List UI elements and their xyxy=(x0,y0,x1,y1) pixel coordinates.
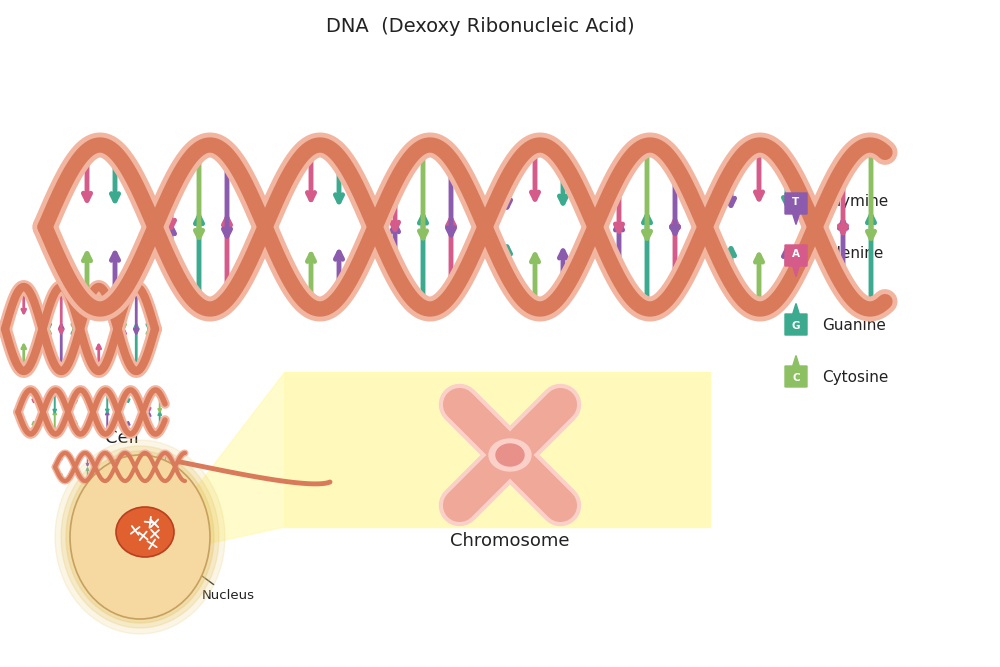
Text: C: C xyxy=(792,373,800,383)
Polygon shape xyxy=(785,193,807,225)
Polygon shape xyxy=(785,303,807,335)
Ellipse shape xyxy=(116,507,174,557)
Text: T: T xyxy=(792,197,800,207)
Ellipse shape xyxy=(66,451,214,623)
Ellipse shape xyxy=(489,439,531,471)
Text: Thymine: Thymine xyxy=(822,195,888,209)
Polygon shape xyxy=(170,372,285,552)
Ellipse shape xyxy=(70,455,210,619)
Ellipse shape xyxy=(496,444,524,466)
Ellipse shape xyxy=(61,446,219,628)
Text: A: A xyxy=(792,249,800,259)
Polygon shape xyxy=(285,372,710,527)
Text: Guanine: Guanine xyxy=(822,319,886,334)
Text: Chromosome: Chromosome xyxy=(450,532,570,550)
Text: Cytosine: Cytosine xyxy=(822,370,888,386)
Text: Cell: Cell xyxy=(105,429,139,447)
Text: Nucleus: Nucleus xyxy=(162,547,255,602)
Ellipse shape xyxy=(55,440,225,634)
Text: DNA  (Dexoxy Ribonucleic Acid): DNA (Dexoxy Ribonucleic Acid) xyxy=(326,17,634,36)
Text: Adenine: Adenine xyxy=(822,247,884,261)
Polygon shape xyxy=(785,356,807,387)
Text: G: G xyxy=(792,321,800,331)
Polygon shape xyxy=(785,245,807,277)
